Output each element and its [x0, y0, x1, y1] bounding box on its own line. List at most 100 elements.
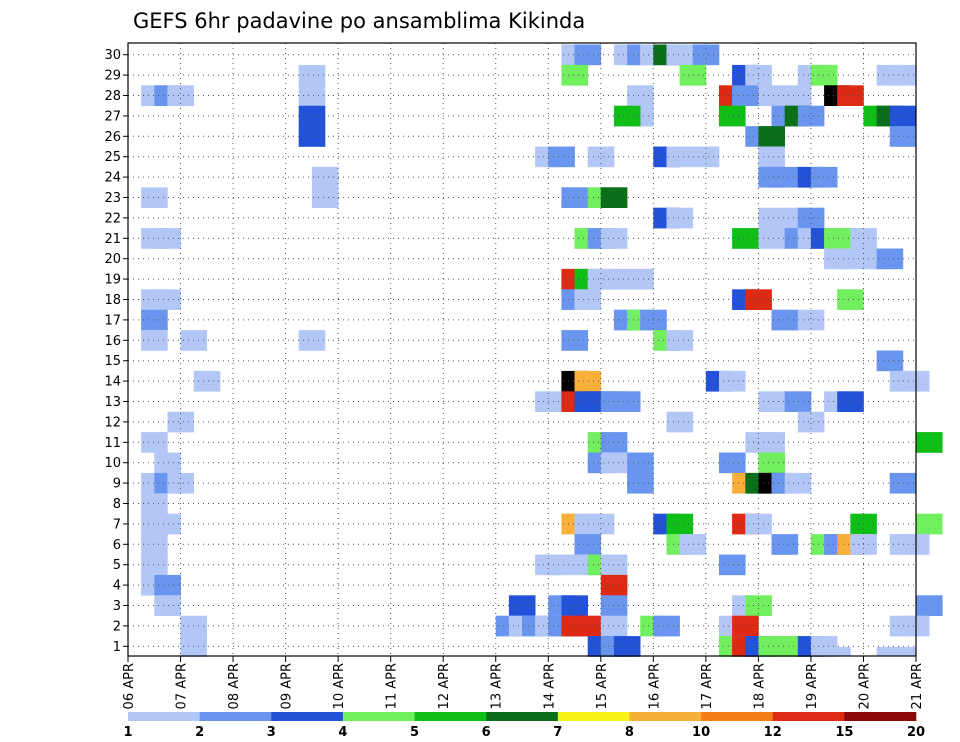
heatmap-cell: [298, 126, 326, 147]
heatmap-cell: [692, 146, 720, 168]
x-tick-label: 10 APR: [332, 663, 347, 709]
heatmap-cell: [141, 534, 168, 555]
y-tick-label: 23: [104, 191, 121, 206]
x-tick-label: 21 APR: [910, 663, 925, 709]
y-tick-label: 27: [104, 109, 121, 124]
heatmap-cell: [141, 187, 168, 208]
heatmap-cell: [574, 370, 602, 392]
y-axis: 1234567891011121314151617181920212223242…: [104, 48, 128, 655]
x-tick-label: 20 APR: [857, 663, 872, 709]
legend-label: 6: [482, 725, 491, 740]
heatmap-cell: [679, 534, 707, 555]
heatmap-cell: [154, 289, 181, 310]
heatmap-cell: [561, 64, 588, 86]
heatmap-cell: [311, 187, 339, 208]
heatmap-cell: [167, 85, 194, 106]
heatmap-cell: [600, 432, 628, 453]
x-tick-label: 09 APR: [280, 663, 295, 709]
x-tick-label: 15 APR: [595, 663, 610, 709]
heatmap-cell: [797, 411, 825, 433]
y-tick-label: 18: [104, 293, 121, 308]
x-tick-label: 17 APR: [700, 663, 715, 709]
heatmap-cell: [141, 330, 168, 351]
heatmap-cell: [732, 615, 759, 637]
heatmap-cell: [574, 534, 602, 555]
heatmap-cell: [732, 85, 759, 106]
y-tick-label: 4: [113, 579, 121, 594]
heatmap-cell: [600, 187, 628, 208]
heatmap-cell: [771, 534, 799, 555]
heatmap-cell: [587, 513, 615, 535]
x-tick-label: 06 APR: [122, 663, 137, 709]
legend-swatch: [772, 712, 845, 721]
x-tick-label: 13 APR: [490, 663, 505, 709]
x-tick-label: 07 APR: [175, 663, 190, 709]
y-tick-label: 6: [113, 538, 121, 553]
heatmap-cell: [298, 105, 326, 127]
legend-swatch: [342, 712, 415, 721]
heatmap-cell: [916, 595, 943, 616]
heatmap-cell: [600, 595, 628, 616]
y-tick-label: 25: [104, 150, 121, 165]
heatmap-cell: [574, 615, 602, 637]
heatmap-cell: [837, 248, 864, 270]
heatmap-cell: [666, 146, 694, 168]
legend-label: 15: [835, 725, 853, 740]
heatmap-cell: [889, 647, 917, 657]
heatmap-cell: [613, 636, 641, 657]
heatmap-cell: [154, 513, 181, 535]
legend-label: 1: [123, 725, 132, 740]
colorbar-legend: 1 2 3 4 5 6 7 8 10 12 15 20: [123, 712, 925, 740]
heatmap-cell: [758, 432, 785, 453]
heatmap-cell: [719, 452, 746, 474]
heatmap-cell: [613, 391, 641, 412]
heatmap-cell: [719, 105, 746, 127]
y-tick-label: 26: [104, 130, 121, 145]
y-tick-label: 15: [104, 354, 121, 369]
y-tick-label: 14: [104, 375, 121, 390]
heatmap-cell: [600, 268, 628, 290]
legend-swatch: [557, 712, 630, 721]
x-tick-label: 16 APR: [647, 663, 662, 709]
legend-swatch: [128, 712, 200, 721]
legend-label: 3: [267, 725, 276, 740]
legend-label: 8: [625, 725, 634, 740]
legend-label: 12: [764, 725, 782, 740]
heatmap-cell: [154, 574, 181, 596]
heatmap-cell: [666, 207, 694, 229]
legend-swatch: [844, 712, 917, 721]
heatmap-cell: [600, 452, 628, 474]
y-tick-label: 17: [104, 313, 121, 328]
heatmap-cell: [758, 452, 785, 474]
heatmap-cell: [666, 330, 694, 351]
heatmap-cell: [574, 289, 602, 310]
heatmap-cell: [167, 411, 194, 433]
heatmap-cell: [548, 146, 575, 168]
heatmap-cell: [797, 309, 825, 331]
legend-label: 20: [907, 725, 925, 740]
x-tick-label: 12 APR: [437, 663, 452, 709]
heatmap-cell: [154, 452, 181, 474]
legend-label: 10: [692, 725, 710, 740]
heatmap-cell: [311, 166, 339, 188]
heatmap-cell: [771, 309, 799, 331]
y-tick-label: 5: [113, 558, 121, 573]
grid-lines: [128, 43, 916, 656]
y-tick-label: 7: [113, 517, 121, 532]
heatmap-cell: [758, 85, 785, 106]
y-tick-label: 16: [104, 334, 121, 349]
heatmap-cell: [679, 64, 707, 86]
heatmap-cell: [141, 493, 168, 514]
heatmap-cell: [561, 330, 588, 351]
heatmap-cell: [141, 309, 168, 331]
legend-swatch: [629, 712, 702, 721]
heatmap-cell: [797, 105, 825, 127]
heatmap-cell: [154, 595, 181, 616]
heatmap-cell: [810, 64, 838, 86]
heatmap-cell: [141, 554, 168, 576]
heatmap-cell: [587, 146, 615, 168]
x-axis: 06 APR 07 APR 08 APR 09 APR 10 APR 11 APR 12 A…: [122, 656, 925, 709]
heatmap-cell: [600, 615, 628, 637]
y-tick-label: 12: [104, 415, 121, 430]
y-tick-label: 19: [104, 273, 121, 288]
